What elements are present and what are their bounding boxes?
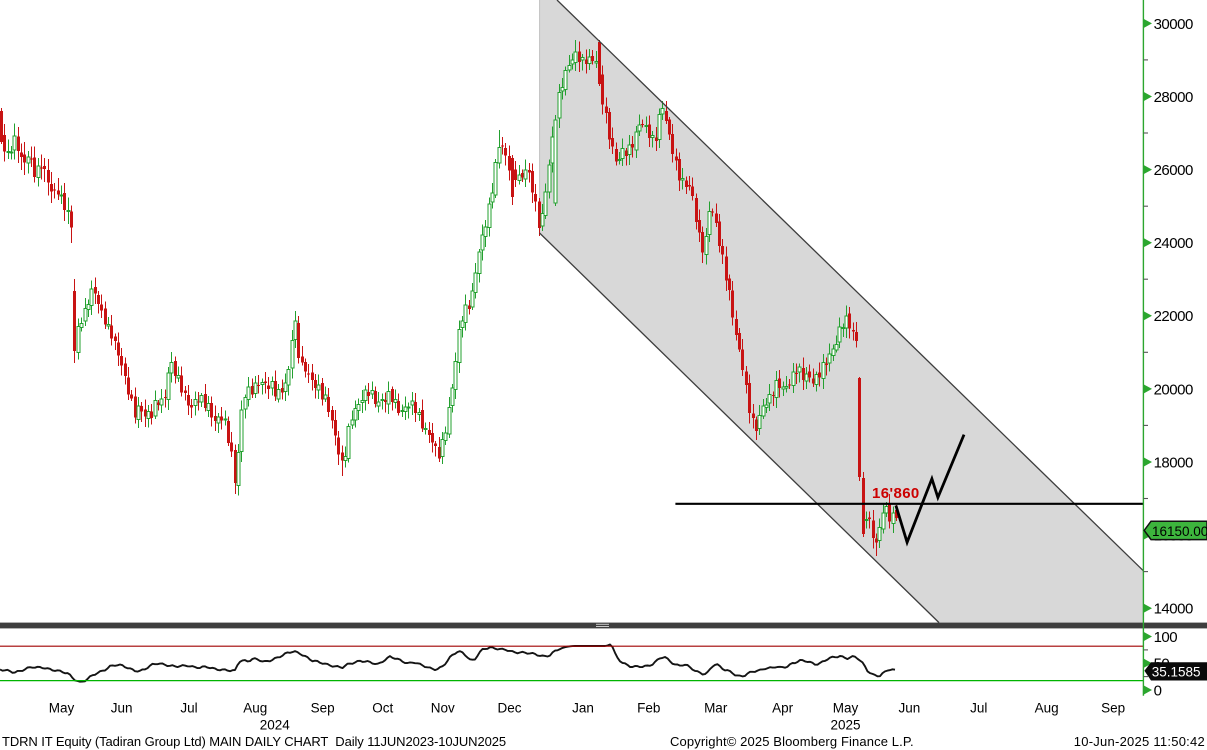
svg-text:Jan: Jan (572, 701, 594, 716)
svg-text:Dec: Dec (497, 701, 521, 716)
svg-text:2025: 2025 (830, 718, 860, 733)
svg-text:35.1585: 35.1585 (1152, 664, 1201, 679)
svg-text:100: 100 (1154, 629, 1178, 646)
svg-text:0: 0 (1154, 682, 1162, 699)
svg-text:16'860: 16'860 (872, 485, 920, 502)
svg-text:Feb: Feb (637, 701, 660, 716)
svg-text:May: May (49, 701, 75, 716)
svg-text:2024: 2024 (260, 718, 291, 733)
svg-text:Sep: Sep (1101, 701, 1125, 716)
svg-text:16150.00: 16150.00 (1152, 524, 1207, 539)
svg-text:TDRN IT Equity (Tadiran Group: TDRN IT Equity (Tadiran Group Ltd) MAIN … (2, 734, 506, 749)
svg-text:Aug: Aug (243, 701, 267, 716)
svg-text:Nov: Nov (431, 701, 455, 716)
svg-text:24000: 24000 (1154, 235, 1193, 252)
svg-text:30000: 30000 (1154, 16, 1193, 33)
svg-text:Sep: Sep (311, 701, 335, 716)
svg-text:Apr: Apr (772, 701, 794, 716)
svg-text:May: May (833, 701, 859, 716)
svg-text:Copyright© 2025 Bloomberg Fina: Copyright© 2025 Bloomberg Finance L.P. (670, 734, 914, 749)
svg-text:Jul: Jul (180, 701, 197, 716)
svg-text:Jun: Jun (111, 701, 133, 716)
svg-text:20000: 20000 (1154, 381, 1193, 398)
svg-text:Jun: Jun (899, 701, 921, 716)
svg-text:Mar: Mar (704, 701, 728, 716)
svg-text:10-Jun-2025 11:50:42: 10-Jun-2025 11:50:42 (1074, 734, 1205, 749)
svg-text:14000: 14000 (1154, 601, 1193, 618)
svg-text:22000: 22000 (1154, 308, 1193, 325)
svg-text:28000: 28000 (1154, 89, 1193, 106)
svg-text:Aug: Aug (1035, 701, 1059, 716)
svg-text:18000: 18000 (1154, 454, 1193, 471)
svg-text:26000: 26000 (1154, 162, 1193, 179)
svg-text:Oct: Oct (372, 701, 393, 716)
svg-text:Jul: Jul (970, 701, 987, 716)
